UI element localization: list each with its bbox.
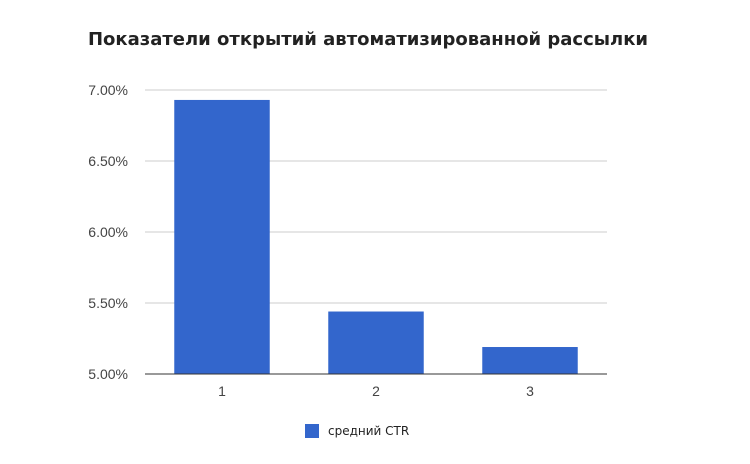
- y-axis-tick-labels: 5.00% 5.50% 6.00% 6.50% 7.00%: [88, 82, 128, 382]
- y-tick-label: 6.00%: [88, 224, 128, 240]
- legend-label: средний CTR: [328, 424, 409, 438]
- legend: средний CTR: [305, 424, 409, 438]
- y-tick-label: 7.00%: [88, 82, 128, 98]
- bar-2: [328, 311, 424, 374]
- bar-3: [482, 347, 578, 374]
- x-tick-label: 2: [372, 383, 380, 399]
- legend-swatch: [305, 424, 319, 438]
- x-tick-label: 3: [526, 383, 534, 399]
- bar-1: [174, 99, 270, 374]
- bars: [174, 99, 578, 374]
- chart-title: Показатели открытий автоматизированной р…: [88, 29, 648, 50]
- x-tick-label: 1: [218, 383, 226, 399]
- y-tick-label: 5.00%: [88, 366, 128, 382]
- x-axis-tick-labels: 1 2 3: [218, 383, 534, 399]
- y-tick-label: 5.50%: [88, 295, 128, 311]
- y-tick-label: 6.50%: [88, 153, 128, 169]
